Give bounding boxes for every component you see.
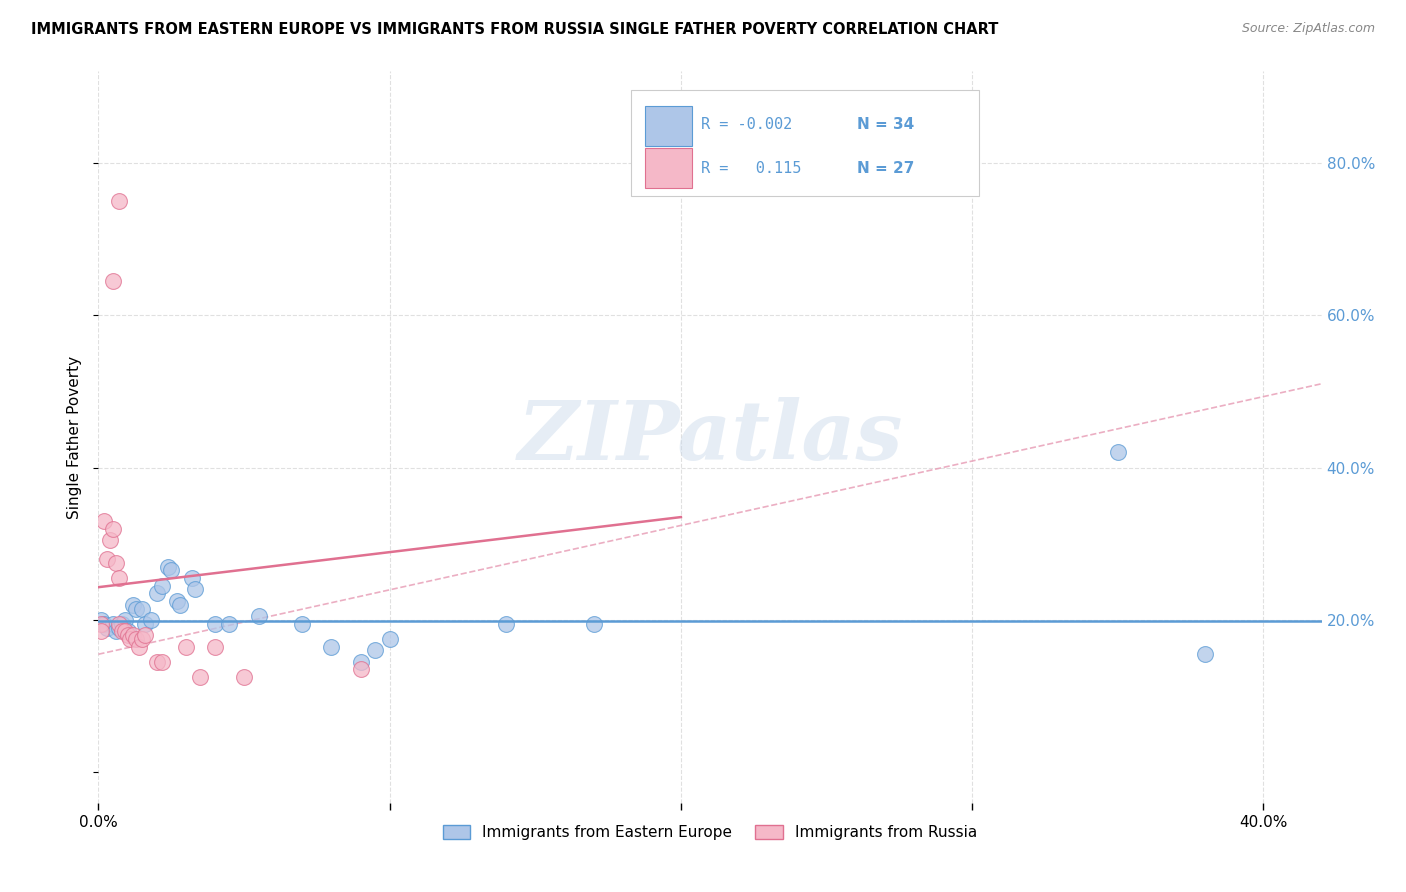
Point [218,616,240,631]
Legend: Immigrants from Eastern Europe, Immigrants from Russia: Immigrants from Eastern Europe, Immigran… [437,819,983,847]
Point [93,514,115,528]
Point [122,598,145,612]
Point [157,559,180,574]
Text: ZIPatlas: ZIPatlas [517,397,903,477]
Point [90,624,112,639]
Point [96,552,118,566]
Point [582,616,605,631]
Point [1194,647,1216,661]
Point [114,624,136,639]
Point [108,571,131,585]
Point [101,616,124,631]
Point [111,624,134,639]
Point [131,632,153,646]
Point [104,624,127,639]
Point [122,628,145,642]
Point [120,632,142,646]
Point [117,624,139,639]
Point [145,586,167,600]
Point [233,670,256,684]
Point [125,601,148,615]
Point [160,563,183,577]
Point [125,632,148,646]
Point [131,601,153,615]
Point [349,663,371,677]
Text: R =   0.115: R = 0.115 [702,161,801,176]
Point [104,556,127,570]
Point [98,533,121,547]
Point [364,643,387,657]
FancyBboxPatch shape [630,90,979,195]
Text: Source: ZipAtlas.com: Source: ZipAtlas.com [1241,22,1375,36]
Point [204,640,226,654]
Point [117,628,139,642]
Point [134,628,156,642]
Point [108,194,131,208]
Point [291,616,314,631]
Point [152,579,174,593]
Point [169,598,191,612]
Point [166,594,188,608]
FancyBboxPatch shape [645,106,692,146]
Point [152,655,174,669]
Point [183,582,205,597]
Point [1107,445,1129,459]
Text: N = 27: N = 27 [856,161,914,176]
Point [108,616,131,631]
Point [174,640,197,654]
Point [108,621,131,635]
Point [128,640,150,654]
Point [101,274,124,288]
FancyBboxPatch shape [645,148,692,188]
Point [111,616,134,631]
Point [90,616,112,631]
Text: R = -0.002: R = -0.002 [702,117,793,131]
Point [134,616,156,631]
Point [204,616,226,631]
Point [378,632,401,646]
Point [96,621,118,635]
Y-axis label: Single Father Poverty: Single Father Poverty [67,356,83,518]
Point [101,521,124,535]
Point [180,571,202,585]
Point [321,640,343,654]
Point [90,613,112,627]
Point [349,655,371,669]
Text: IMMIGRANTS FROM EASTERN EUROPE VS IMMIGRANTS FROM RUSSIA SINGLE FATHER POVERTY C: IMMIGRANTS FROM EASTERN EUROPE VS IMMIGR… [31,22,998,37]
Point [247,609,270,624]
Point [188,670,212,684]
Point [114,613,136,627]
Point [139,613,162,627]
Point [93,616,115,631]
Point [145,655,167,669]
Text: N = 34: N = 34 [856,117,914,131]
Point [495,616,517,631]
